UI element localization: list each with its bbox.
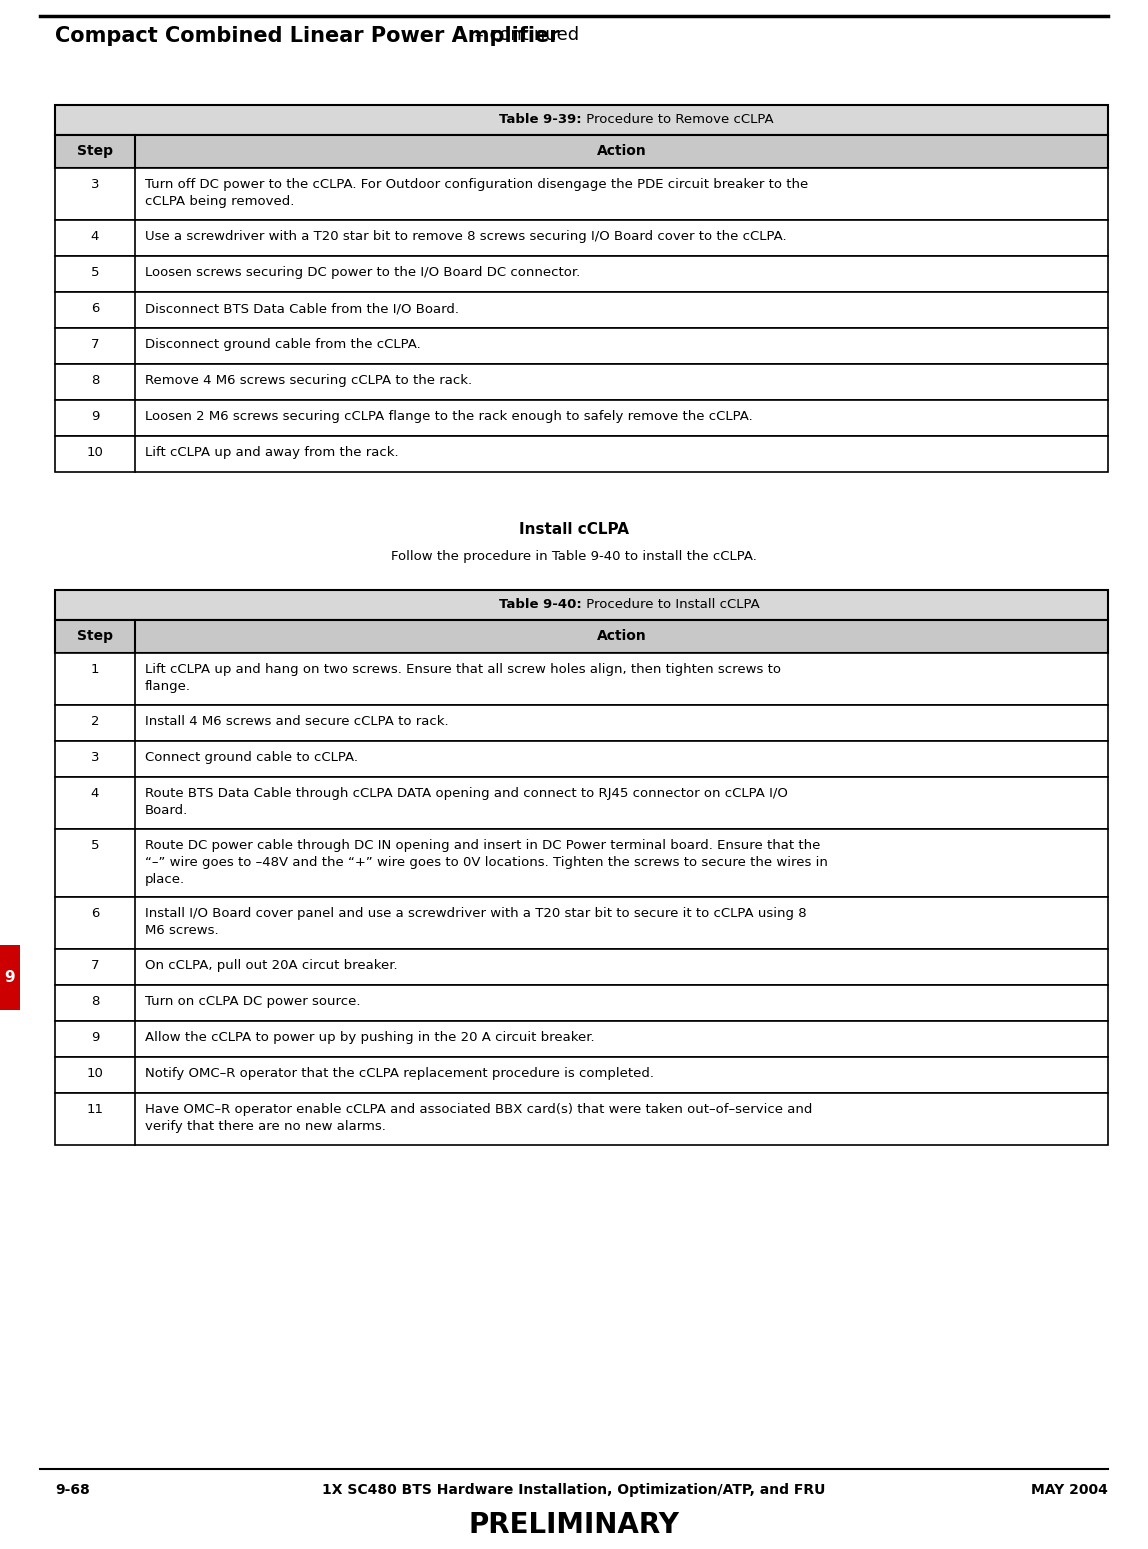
Text: 9-68: 9-68 [55,1482,90,1496]
Text: Install cCLPA: Install cCLPA [519,522,629,538]
Text: 8: 8 [91,373,99,387]
Bar [55,620,1108,654]
Text: 4: 4 [91,229,99,243]
Text: Compact Combined Linear Power Amplifier: Compact Combined Linear Power Amplifier [55,26,559,46]
Text: Procedure to Install cCLPA: Procedure to Install cCLPA [582,598,759,610]
Text: Notify OMC–R operator that the cCLPA replacement procedure is completed.: Notify OMC–R operator that the cCLPA rep… [145,1067,654,1080]
Bar [55,897,1108,950]
Text: Step: Step [77,629,113,643]
Bar [55,220,1108,256]
Text: Turn on cCLPA DC power source.: Turn on cCLPA DC power source. [145,994,360,1008]
Text: Install 4 M6 screws and secure cCLPA to rack.: Install 4 M6 screws and secure cCLPA to … [145,716,449,728]
Text: Follow the procedure in Table 9-40 to install the cCLPA.: Follow the procedure in Table 9-40 to in… [391,550,757,562]
Text: Route DC power cable through DC IN opening and insert in DC Power terminal board: Route DC power cable through DC IN openi… [145,840,828,886]
Text: 2: 2 [91,716,99,728]
Text: Remove 4 M6 screws securing cCLPA to the rack.: Remove 4 M6 screws securing cCLPA to the… [145,373,472,387]
Text: 6: 6 [91,302,99,314]
Bar [55,293,1108,328]
Text: Lift cCLPA up and away from the rack.: Lift cCLPA up and away from the rack. [145,446,398,459]
Bar [55,256,1108,293]
Text: Route BTS Data Cable through cCLPA DATA opening and connect to RJ45 connector on: Route BTS Data Cable through cCLPA DATA … [145,787,788,816]
Bar [55,167,1108,220]
Text: Install I/O Board cover panel and use a screwdriver with a T20 star bit to secur: Install I/O Board cover panel and use a … [145,908,807,937]
Text: Disconnect BTS Data Cable from the I/O Board.: Disconnect BTS Data Cable from the I/O B… [145,302,459,314]
Text: Turn off DC power to the cCLPA. For Outdoor configuration disengage the PDE circ: Turn off DC power to the cCLPA. For Outd… [145,178,808,208]
Text: MAY 2004: MAY 2004 [1031,1482,1108,1496]
Bar [55,985,1108,1021]
Text: 1: 1 [91,663,99,675]
Text: – continued: – continued [470,26,579,43]
Text: 5: 5 [91,266,99,279]
Text: 10: 10 [86,1067,103,1080]
Text: Action: Action [597,629,646,643]
Text: 7: 7 [91,959,99,973]
Bar [55,400,1108,435]
Text: 11: 11 [86,1103,103,1115]
Text: PRELIMINARY: PRELIMINARY [468,1510,680,1540]
Text: Procedure to Remove cCLPA: Procedure to Remove cCLPA [582,113,773,125]
Text: Step: Step [77,144,113,158]
Text: On cCLPA, pull out 20A circut breaker.: On cCLPA, pull out 20A circut breaker. [145,959,397,973]
Bar [55,1021,1108,1056]
Text: Use a screwdriver with a T20 star bit to remove 8 screws securing I/O Board cove: Use a screwdriver with a T20 star bit to… [145,229,786,243]
Bar [55,590,1108,620]
Bar [55,435,1108,472]
Text: 10: 10 [86,446,103,459]
Bar [55,950,1108,985]
Bar [55,778,1108,829]
Text: 3: 3 [91,751,99,764]
Bar [55,1094,1108,1145]
Text: 9: 9 [91,410,99,423]
Bar [55,705,1108,740]
Bar [55,364,1108,400]
Text: Connect ground cable to cCLPA.: Connect ground cable to cCLPA. [145,751,358,764]
Bar [55,829,1108,897]
Text: Table 9-40:: Table 9-40: [498,598,582,610]
Text: 9: 9 [5,970,15,985]
Bar [55,328,1108,364]
Text: 7: 7 [91,338,99,352]
Bar [55,1056,1108,1094]
Text: Allow the cCLPA to power up by pushing in the 20 A circuit breaker.: Allow the cCLPA to power up by pushing i… [145,1032,595,1044]
Bar [0,945,20,1010]
Text: 1X SC480 BTS Hardware Installation, Optimization/ATP, and FRU: 1X SC480 BTS Hardware Installation, Opti… [323,1482,825,1496]
Text: Loosen 2 M6 screws securing cCLPA flange to the rack enough to safely remove the: Loosen 2 M6 screws securing cCLPA flange… [145,410,753,423]
Bar [55,135,1108,167]
Text: 8: 8 [91,994,99,1008]
Text: Loosen screws securing DC power to the I/O Board DC connector.: Loosen screws securing DC power to the I… [145,266,580,279]
Text: Have OMC–R operator enable cCLPA and associated BBX card(s) that were taken out–: Have OMC–R operator enable cCLPA and ass… [145,1103,813,1132]
Bar [55,105,1108,135]
Text: Lift cCLPA up and hang on two screws. Ensure that all screw holes align, then ti: Lift cCLPA up and hang on two screws. En… [145,663,781,692]
Text: Action: Action [597,144,646,158]
Text: 5: 5 [91,840,99,852]
Text: 9: 9 [91,1032,99,1044]
Text: 4: 4 [91,787,99,799]
Bar [55,654,1108,705]
Bar [55,740,1108,778]
Text: 6: 6 [91,908,99,920]
Text: Table 9-39:: Table 9-39: [499,113,582,125]
Text: 3: 3 [91,178,99,191]
Text: Disconnect ground cable from the cCLPA.: Disconnect ground cable from the cCLPA. [145,338,421,352]
